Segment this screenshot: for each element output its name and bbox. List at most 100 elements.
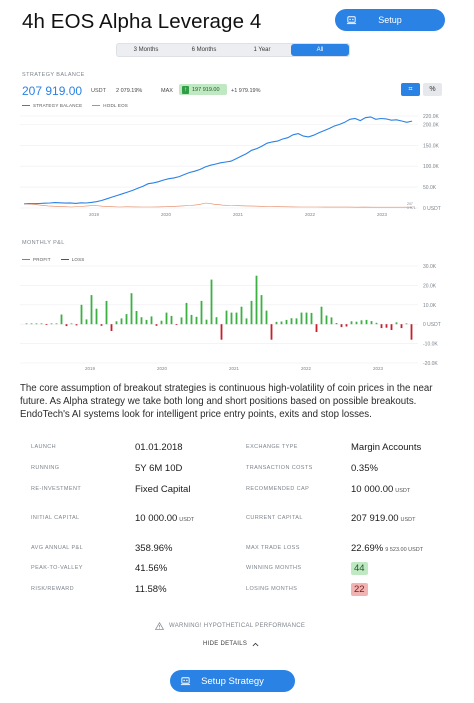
pnl-bar: [385, 324, 388, 328]
pnl-bar: [315, 324, 318, 332]
pnl-bar: [200, 300, 203, 325]
pnl-bar: [135, 311, 138, 325]
pnl-bar: [335, 323, 338, 325]
pnl-bar: [300, 312, 303, 325]
pnl-bar: [205, 319, 208, 325]
pnl-bar: [180, 317, 183, 325]
x-tick-label: 2021: [233, 212, 244, 217]
pnl-bar: [290, 318, 293, 325]
hide-details-toggle[interactable]: HIDE DETAILS: [203, 641, 259, 647]
losing-months-badge: 22: [351, 583, 368, 596]
absolute-view-toggle[interactable]: ⌗: [401, 83, 420, 96]
pnl-bar: [140, 317, 143, 325]
stat-label: INITIAL CAPITAL: [31, 515, 80, 521]
pnl-bar: [150, 316, 153, 325]
stat-unit: USDT: [400, 517, 416, 523]
stat-label: CURRENT CAPITAL: [246, 515, 303, 521]
pnl-bar: [280, 321, 283, 325]
balance-unit: USDT: [91, 88, 106, 94]
stat-value: 41.56%: [135, 563, 168, 574]
pnl-bar: [325, 315, 328, 325]
pnl-bar: [60, 314, 63, 325]
pnl-bar: [235, 312, 238, 325]
percent-view-toggle[interactable]: %: [423, 83, 442, 96]
pnl-bar: [25, 323, 28, 325]
stat-value: Margin Accounts: [351, 442, 422, 453]
stat-value: 01.01.2018: [135, 442, 183, 453]
pnl-bar: [50, 323, 53, 325]
pnl-bar: [395, 322, 398, 325]
pnl-bar: [110, 324, 113, 331]
pnl-bar: [245, 318, 248, 325]
pnl-bar: [185, 302, 188, 325]
pnl-bar: [175, 324, 178, 325]
period-all[interactable]: All: [291, 44, 349, 56]
stat-value: 22.69% 9 523.00 USDT: [351, 543, 423, 554]
x-tick-label: 2023: [377, 212, 388, 217]
winning-months-badge: 44: [351, 562, 368, 575]
stat-label: RUNNING: [31, 465, 60, 471]
pnl-bar: [255, 275, 258, 325]
pnl-bar: [210, 279, 213, 325]
pnl-bar: [120, 318, 123, 325]
stat-number: 10 000.00: [135, 513, 178, 524]
x-tick-label: 2022: [305, 212, 316, 217]
setup-button[interactable]: Setup: [335, 9, 445, 31]
stat-label: LAUNCH: [31, 444, 57, 450]
x-tick-label: 2023: [373, 366, 384, 371]
pnl-bar: [70, 323, 73, 325]
legend-item: PROFIT: [22, 257, 51, 262]
stat-number: 22.69%: [351, 543, 384, 554]
pnl-bar: [105, 300, 108, 325]
balance-pct: 2 079.19%: [116, 88, 143, 94]
series-end-label: 207: [407, 202, 413, 206]
pnl-bar: [320, 306, 323, 325]
pnl-bar: [215, 317, 218, 325]
balance-value: 207 919.00: [22, 84, 83, 98]
pnl-bar: [95, 308, 98, 325]
legend-swatch: [22, 104, 30, 107]
pnl-bar: [90, 295, 93, 325]
y-tick-label: -10.0K: [423, 342, 438, 348]
pnl-bar: [230, 312, 233, 325]
y-tick-label: 0 USDT: [423, 322, 441, 328]
pnl-bar: [400, 324, 403, 329]
pnl-bar: [305, 312, 308, 325]
pnl-bar: [375, 322, 378, 325]
pnl-bar: [130, 293, 133, 325]
y-tick-label: 10.0K: [423, 303, 437, 309]
pnl-bar: [360, 320, 363, 325]
pnl-bar: [365, 319, 368, 325]
pnl-bar: [220, 324, 223, 340]
legend-swatch: [92, 104, 101, 107]
x-tick-label: 2020: [157, 366, 168, 371]
pnl-bar: [265, 310, 268, 325]
legend-label: HODL EOS: [103, 103, 128, 108]
pnl-bar: [55, 323, 58, 325]
stat-value: 207 919.00 USDT: [351, 513, 416, 524]
stat-label: EXCHANGE TYPE: [246, 444, 298, 450]
pnl-bar: [405, 323, 408, 325]
period-6-months[interactable]: 6 Months: [191, 47, 217, 53]
x-tick-label: 2020: [161, 212, 172, 217]
hide-details-label: HIDE DETAILS: [203, 641, 248, 647]
setup-strategy-button[interactable]: Setup Strategy: [170, 670, 295, 692]
period-selector: 3 Months 6 Months 1 Year All: [116, 43, 350, 57]
pnl-bar: [160, 320, 163, 325]
period-3-months[interactable]: 3 Months: [133, 47, 159, 53]
legend-item: HODL EOS: [92, 103, 128, 108]
stat-label: MAX TRADE LOSS: [246, 545, 300, 551]
pnl-bar: [30, 323, 33, 325]
warning-text: WARNING! HYPOTHETICAL PERFORMANCE: [169, 623, 306, 629]
pnl-chart: 30.0K 20.0K 10.0K 0 USDT -10.0K -20.0K 2019 202…: [20, 264, 441, 371]
stat-value: 10 000.00 USDT: [351, 484, 410, 495]
pnl-bar: [260, 295, 263, 325]
warning-notice: WARNING! HYPOTHETICAL PERFORMANCE: [155, 622, 305, 630]
period-1-year[interactable]: 1 Year: [253, 47, 271, 53]
chevron-up-icon: [252, 642, 259, 646]
x-tick-label: 2021: [229, 366, 240, 371]
stat-value: 0.35%: [351, 463, 378, 474]
stat-label: PEAK-TO-VALLEY: [31, 565, 83, 571]
pnl-bar: [250, 300, 253, 325]
stat-label: AVG ANNUAL P&L: [31, 545, 84, 551]
